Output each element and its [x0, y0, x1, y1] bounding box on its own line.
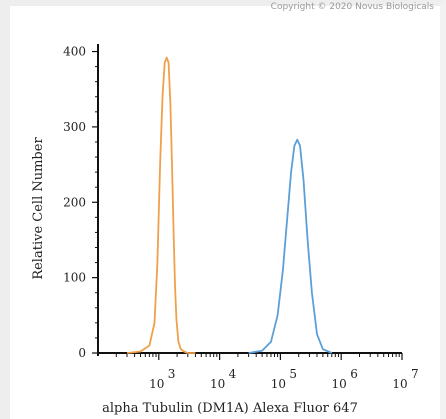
x-tick-label: 10 — [392, 377, 407, 391]
x-tick-label: 10 — [149, 377, 164, 391]
x-axis-title: alpha Tubulin (DM1A) Alexa Fluor 647 — [102, 401, 358, 416]
x-tick-label: 10 — [332, 377, 347, 391]
x-tick-exponent: 6 — [350, 367, 358, 381]
histogram-series-1 — [126, 56, 196, 354]
y-tick-label: 0 — [78, 346, 86, 360]
x-tick-exponent: 7 — [411, 367, 419, 381]
y-tick-label: 200 — [63, 195, 86, 209]
x-tick-label: 10 — [210, 377, 225, 391]
y-axis-title: Relative Cell Number — [31, 137, 46, 280]
x-tick-exponent: 3 — [168, 367, 176, 381]
x-tick-exponent: 4 — [229, 367, 237, 381]
histogram-series-2 — [248, 138, 333, 354]
y-tick-label: 100 — [63, 271, 86, 285]
x-tick-exponent: 5 — [289, 367, 297, 381]
y-tick-label: 300 — [63, 120, 86, 134]
y-tick-label: 400 — [63, 45, 86, 59]
x-tick-label: 10 — [271, 377, 286, 391]
copyright-text: Copyright © 2020 Novus Biologicals — [270, 2, 434, 12]
